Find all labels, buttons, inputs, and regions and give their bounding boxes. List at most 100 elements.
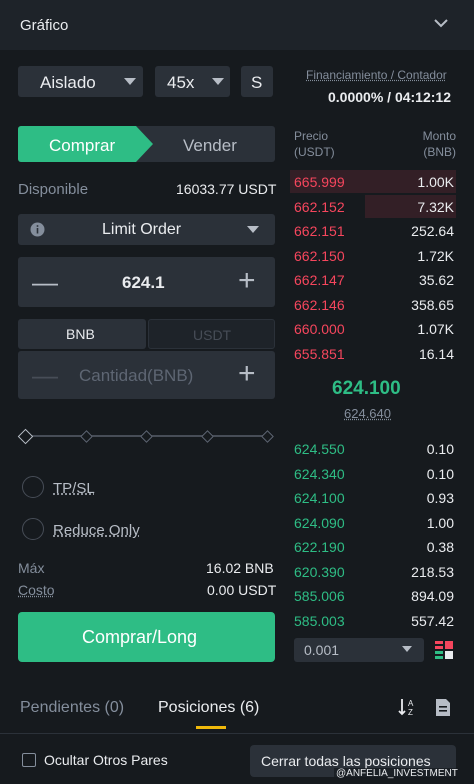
unit-toggle-bnb[interactable]: BNB	[18, 319, 146, 349]
active-tab-indicator	[196, 726, 226, 729]
margin-mode-value: Aislado	[40, 73, 96, 92]
orderbook-amount: 0.10	[426, 465, 454, 482]
order-type-select[interactable]: Limit Order	[18, 214, 275, 245]
orderbook-price: 624.550	[294, 441, 345, 457]
orderbook-amount: 218.53	[411, 563, 454, 580]
orderbook-bid-row[interactable]: 585.006 894.09	[290, 584, 456, 609]
margin-mode-select[interactable]: Aislado	[18, 66, 143, 97]
leverage-select[interactable]: 45x	[155, 66, 230, 97]
slider-step-50[interactable]	[140, 430, 153, 443]
reduce-only-label[interactable]: Reduce Only	[53, 522, 140, 539]
orderbook-ask-row[interactable]: 662.146 358.65	[290, 293, 456, 318]
orderbook-amount: 0.93	[426, 490, 454, 506]
quantity-input[interactable]: — Cantidad(BNB) +	[18, 351, 275, 399]
orderbook-price: 660.000	[294, 321, 345, 337]
orderbook-ask-row[interactable]: 662.151 252.64	[290, 219, 456, 244]
orderbook-bids: 624.550 0.10 624.340 0.10 624.100 0.93 624.090…	[290, 437, 456, 633]
orderbook-ask-row[interactable]: 662.152 7.32K	[290, 194, 456, 220]
orderbook-amount: 1.00K	[417, 174, 454, 190]
available-value: 16033.77 USDT	[176, 181, 277, 197]
tab-buy[interactable]	[18, 126, 153, 162]
asset-mode-button[interactable]: S	[241, 66, 273, 97]
orderbook-bid-row[interactable]: 624.100 0.93	[290, 486, 456, 511]
orderbook-price: 624.340	[294, 465, 345, 482]
slider-step-75[interactable]	[201, 430, 214, 443]
chart-header-title: Gráfico	[20, 17, 69, 34]
orderbook-price: 662.147	[294, 272, 345, 288]
orderbook-amount: 1.00	[426, 514, 454, 531]
watermark: @ANFELIA_INVESTMENT	[334, 768, 460, 779]
svg-text:Z: Z	[408, 708, 413, 717]
unit-toggle-usdt[interactable]: USDT	[148, 319, 275, 349]
orderbook-asks: 665.999 1.00K 662.152 7.32K 662.151 252.64 662…	[290, 170, 456, 366]
last-price[interactable]: 624.100	[332, 378, 401, 399]
tab-pending[interactable]: Pendientes (0)	[20, 699, 125, 716]
orderbook-ask-row[interactable]: 662.150 1.72K	[290, 244, 456, 269]
orderbook-ask-row[interactable]: 660.000 1.07K	[290, 317, 456, 342]
mark-price[interactable]: 624.640	[344, 406, 391, 421]
funding-label[interactable]: Financiamiento / Contador	[306, 68, 447, 82]
price-input[interactable]: — 624.1 +	[18, 257, 275, 307]
tpsl-radio[interactable]	[22, 476, 44, 498]
plus-icon[interactable]: +	[238, 264, 256, 297]
divider	[0, 733, 474, 734]
orderbook-amount: 0.10	[426, 441, 454, 457]
orderbook-amount: 252.64	[411, 223, 454, 239]
orderbook-price: 620.390	[294, 563, 345, 580]
orderbook-amount: 1.72K	[417, 247, 454, 264]
orderbook-price: 655.851	[294, 345, 345, 362]
orderbook-ask-row[interactable]: 665.999 1.00K	[290, 170, 456, 195]
slider-step-25[interactable]	[80, 430, 93, 443]
reduce-only-radio[interactable]	[22, 518, 44, 540]
depth-bar	[364, 194, 456, 218]
hide-other-pairs-checkbox[interactable]	[22, 753, 36, 767]
document-icon[interactable]	[435, 698, 451, 717]
cost-value: 0.00 USDT	[207, 582, 277, 598]
orderbook-bid-row[interactable]: 624.340 0.10	[290, 462, 456, 487]
orderbook-price: 665.999	[294, 174, 345, 190]
available-label: Disponible	[18, 181, 89, 198]
precision-select[interactable]: 0.001	[294, 638, 424, 662]
slider-handle[interactable]	[17, 428, 34, 445]
orderbook-amount: 358.65	[411, 296, 454, 313]
orderbook-amount: 16.14	[418, 345, 454, 362]
buy-long-button[interactable]: Comprar/Long	[18, 612, 275, 662]
orderbook-amount-header: Monto (BNB)	[422, 129, 456, 159]
orderbook-layout-icon[interactable]	[435, 640, 453, 660]
max-label: Máx	[18, 560, 45, 576]
depth-bar	[290, 170, 456, 193]
hide-other-pairs-label: Ocultar Otros Pares	[44, 752, 168, 768]
orderbook-bid-row[interactable]: 620.390 218.53	[290, 560, 456, 585]
orderbook-price: 624.100	[294, 490, 345, 506]
svg-text:A: A	[408, 699, 414, 708]
tab-positions[interactable]: Posiciones (6)	[158, 699, 260, 716]
orderbook-amount: 894.09	[411, 588, 454, 604]
orderbook-bid-row[interactable]: 585.003 557.42	[290, 609, 456, 634]
caret-down-icon	[212, 78, 224, 85]
caret-down-icon	[247, 226, 259, 233]
price-value: 624.1	[122, 273, 165, 292]
orderbook-amount: 7.32K	[417, 198, 454, 215]
orderbook-bid-row[interactable]: 624.090 1.00	[290, 511, 456, 536]
info-icon[interactable]	[30, 222, 45, 237]
orderbook-ask-row[interactable]: 662.147 35.62	[290, 268, 456, 293]
chart-header[interactable]: Gráfico	[0, 0, 474, 50]
sort-az-icon[interactable]: A Z	[398, 697, 418, 717]
orderbook-price-header: Precio (USDT)	[294, 129, 335, 159]
slider-step-100[interactable]	[261, 430, 274, 443]
plus-icon[interactable]: +	[238, 357, 256, 390]
chevron-down-icon[interactable]	[432, 14, 450, 32]
orderbook-price: 662.146	[294, 296, 345, 313]
tpsl-label[interactable]: TP/SL	[53, 480, 95, 497]
minus-icon[interactable]: —	[32, 267, 58, 297]
orderbook-amount: 0.38	[426, 539, 454, 555]
orderbook-bid-row[interactable]: 624.550 0.10	[290, 437, 456, 462]
orderbook-price: 585.006	[294, 588, 345, 604]
orderbook-amount: 557.42	[411, 612, 454, 629]
orderbook-ask-row[interactable]: 655.851 16.14	[290, 342, 456, 367]
caret-down-icon	[402, 646, 412, 652]
minus-icon[interactable]: —	[32, 360, 58, 390]
funding-value: 0.0000% / 04:12:12	[328, 89, 451, 105]
orderbook-bid-row[interactable]: 622.190 0.38	[290, 535, 456, 560]
orderbook-price: 622.190	[294, 539, 345, 555]
